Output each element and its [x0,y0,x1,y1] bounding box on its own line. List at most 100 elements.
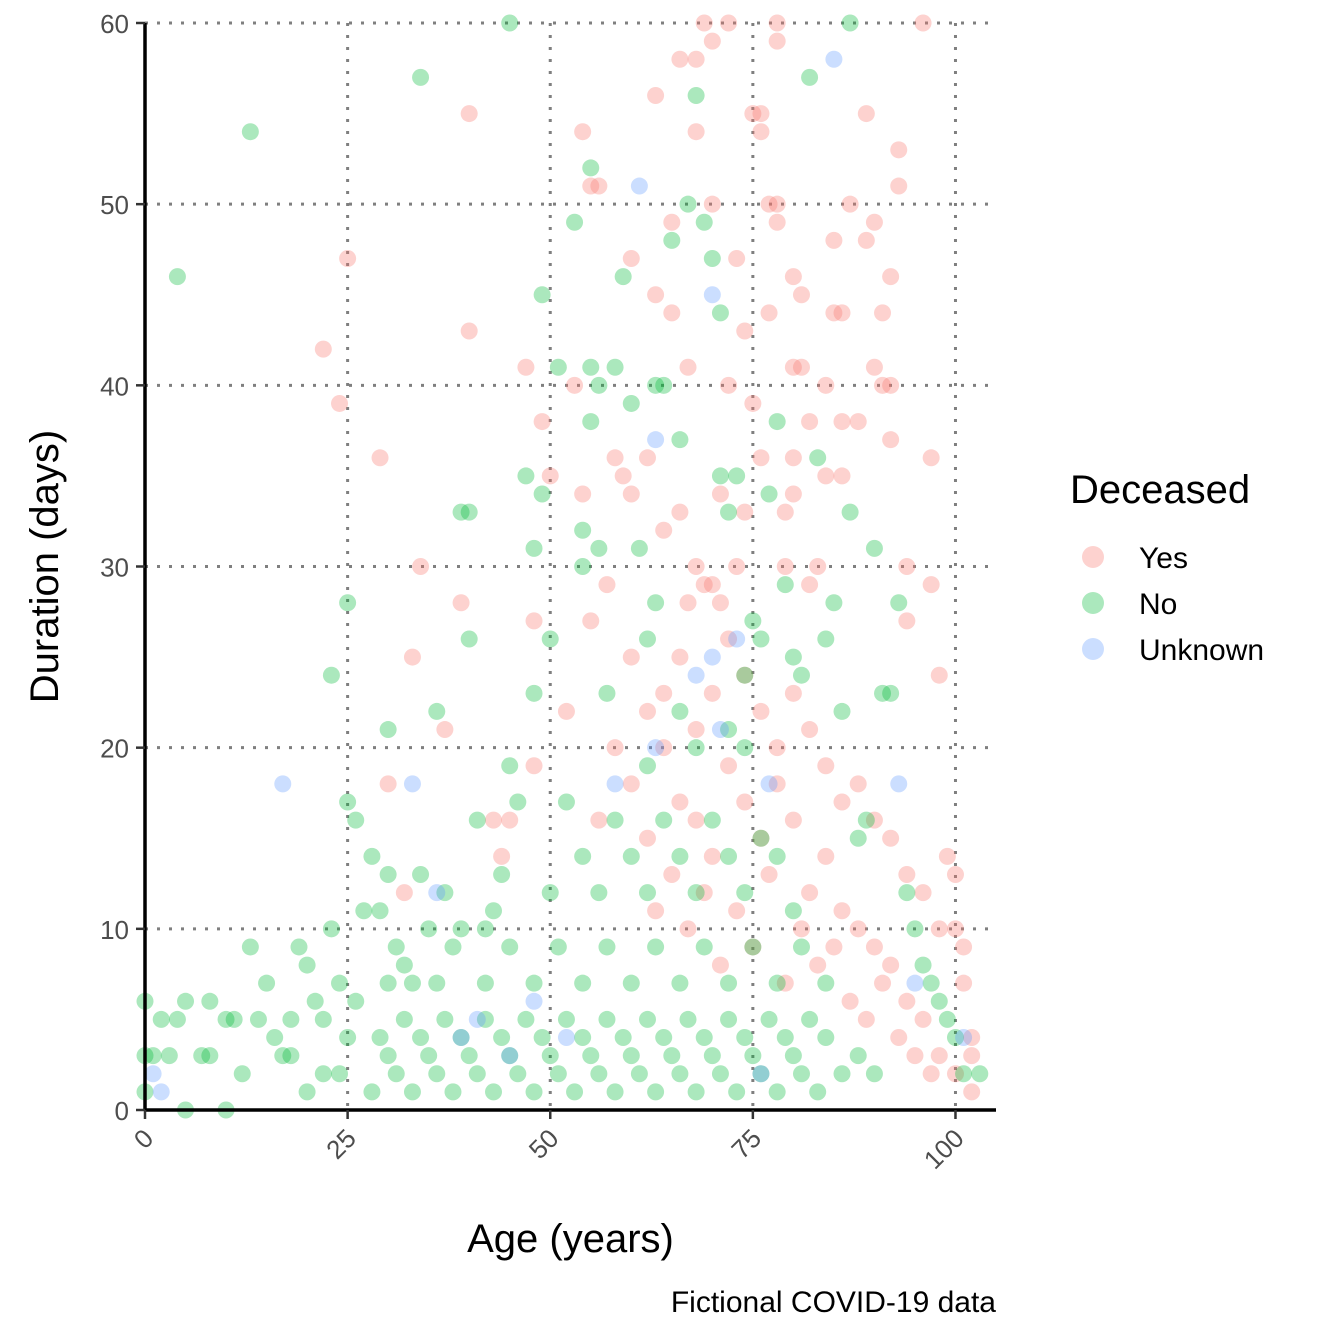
point-yes [898,992,916,1010]
point-no [152,1010,170,1028]
point-unknown [606,775,624,793]
point-no [412,865,430,883]
point-yes [898,558,916,575]
point-no [598,684,616,702]
point-yes [890,177,908,195]
point-yes [703,684,721,702]
point-no [841,14,859,32]
point-yes [752,105,770,123]
point-no [703,1047,721,1065]
point-no [371,902,389,920]
point-no [476,1010,494,1028]
point-yes [671,503,689,521]
point-no [849,829,867,847]
point-no [371,1029,389,1047]
point-no [671,431,689,449]
point-no [331,974,349,992]
point-no [493,865,511,883]
point-yes [736,793,754,811]
point-no [614,268,632,286]
point-no [638,757,656,775]
point-no [792,938,810,956]
point-no [752,829,770,847]
point-no [809,449,827,467]
point-unknown [728,630,746,648]
point-no [744,612,762,630]
point-no [395,1010,413,1028]
point-yes [922,1065,940,1083]
point-unknown [825,50,843,68]
point-yes [833,467,851,485]
point-no [695,938,713,956]
point-no [590,376,608,394]
point-no [168,268,186,286]
point-no [711,1065,729,1083]
point-no [533,485,551,503]
point-no [720,1010,738,1028]
point-no [679,1010,697,1028]
point-no [728,1083,746,1101]
x-axis-title: Age (years) [467,1217,674,1261]
point-yes [663,213,681,231]
point-yes [946,1065,964,1083]
x-tick-label: 100 [918,1123,970,1175]
point-no [914,956,932,974]
point-no [882,684,900,702]
point-yes [817,467,835,485]
point-no [784,1047,802,1065]
y-tick-label: 20 [100,734,129,764]
point-yes [752,449,770,467]
point-yes [493,847,511,865]
point-yes [638,449,656,467]
point-no [379,865,397,883]
x-tick-label: 25 [320,1123,362,1165]
point-unknown [711,721,729,739]
point-yes [914,14,932,32]
point-yes [882,431,900,449]
point-no [752,1065,770,1083]
point-no [647,376,665,394]
point-no [614,1029,632,1047]
point-no [590,884,608,902]
point-no [428,974,446,992]
point-no [322,920,340,938]
point-yes [760,195,778,213]
point-no [501,938,519,956]
y-tick-label: 50 [100,190,129,220]
point-yes [817,847,835,865]
point-no [403,1083,421,1101]
point-yes [703,847,721,865]
point-no [436,884,454,902]
point-no [687,884,705,902]
point-yes [517,358,535,376]
point-no [468,811,486,829]
point-unknown [274,775,292,793]
point-no [549,358,567,376]
point-yes [825,231,843,249]
point-no [768,974,786,992]
point-no [711,304,729,322]
point-no [647,594,665,612]
point-no [541,630,559,648]
point-yes [857,231,875,249]
point-yes [703,32,721,50]
point-no [177,992,195,1010]
point-no [339,793,357,811]
point-yes [801,721,819,739]
point-yes [574,123,592,141]
point-no [331,1065,349,1083]
point-yes [874,304,892,322]
legend-key-unknown [1082,638,1104,660]
point-yes [768,14,786,32]
point-yes [638,829,656,847]
point-no [444,938,462,956]
legend-key-no [1082,592,1104,614]
point-yes [849,920,867,938]
point-unknown [890,775,908,793]
point-no [355,902,373,920]
point-unknown [703,648,721,666]
point-no [412,68,430,86]
point-no [517,1010,535,1028]
point-no [687,1083,705,1101]
point-yes [760,865,778,883]
